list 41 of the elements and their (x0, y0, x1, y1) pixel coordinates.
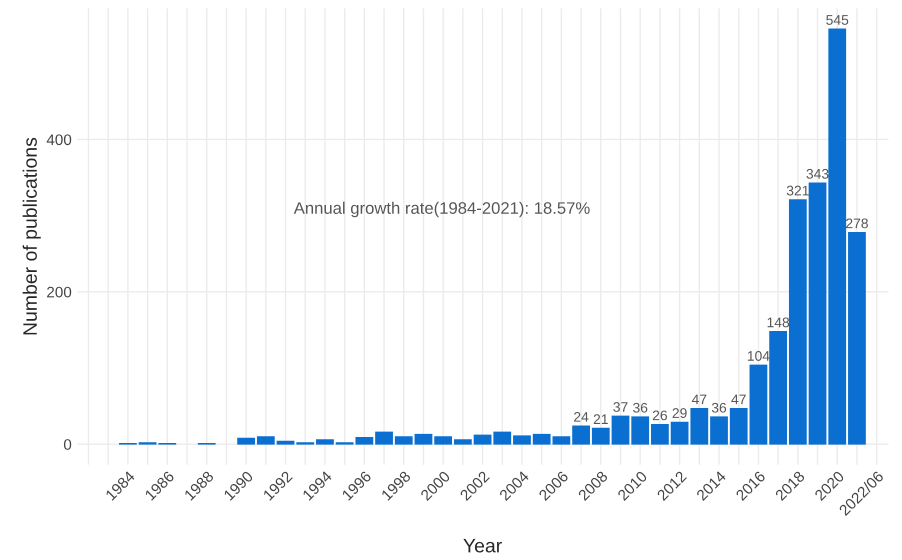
bar (237, 438, 256, 445)
data-label: 37 (613, 402, 628, 412)
data-label: 26 (652, 410, 668, 420)
bar (434, 436, 452, 445)
y-tick-label: 200 (47, 286, 72, 298)
data-label: 343 (806, 168, 829, 179)
bar (631, 416, 650, 445)
y-axis-title: Number of publications (22, 138, 41, 334)
data-label: 21 (594, 414, 608, 424)
data-label: 47 (692, 394, 706, 404)
bar (710, 416, 728, 445)
bar (532, 434, 551, 445)
data-label: 148 (768, 317, 790, 328)
data-label: 36 (712, 402, 726, 413)
bar (690, 408, 708, 445)
annotation: Annual growth rate(1984-2021): 18.57% (294, 202, 590, 218)
data-label: 36 (633, 402, 648, 413)
bar (612, 416, 630, 445)
bar (316, 439, 334, 445)
bar (256, 436, 275, 445)
bar (375, 432, 393, 445)
bar (730, 408, 748, 445)
bar (414, 434, 432, 445)
data-label: 278 (846, 218, 868, 228)
y-tick-label: 400 (46, 134, 72, 146)
bar (828, 28, 846, 445)
bar (592, 428, 610, 445)
x-axis-title: Year (463, 538, 502, 553)
bar (276, 440, 294, 445)
data-label: 24 (574, 412, 588, 422)
y-tick-label: 0 (64, 439, 72, 450)
bar (493, 432, 512, 445)
bar (355, 436, 374, 445)
bar (394, 436, 413, 445)
data-label: 545 (826, 15, 848, 25)
bar (513, 435, 531, 445)
bar (808, 182, 826, 445)
bar (848, 232, 866, 445)
bar (788, 199, 807, 445)
data-label: 29 (672, 408, 687, 418)
data-label: 47 (731, 394, 746, 404)
